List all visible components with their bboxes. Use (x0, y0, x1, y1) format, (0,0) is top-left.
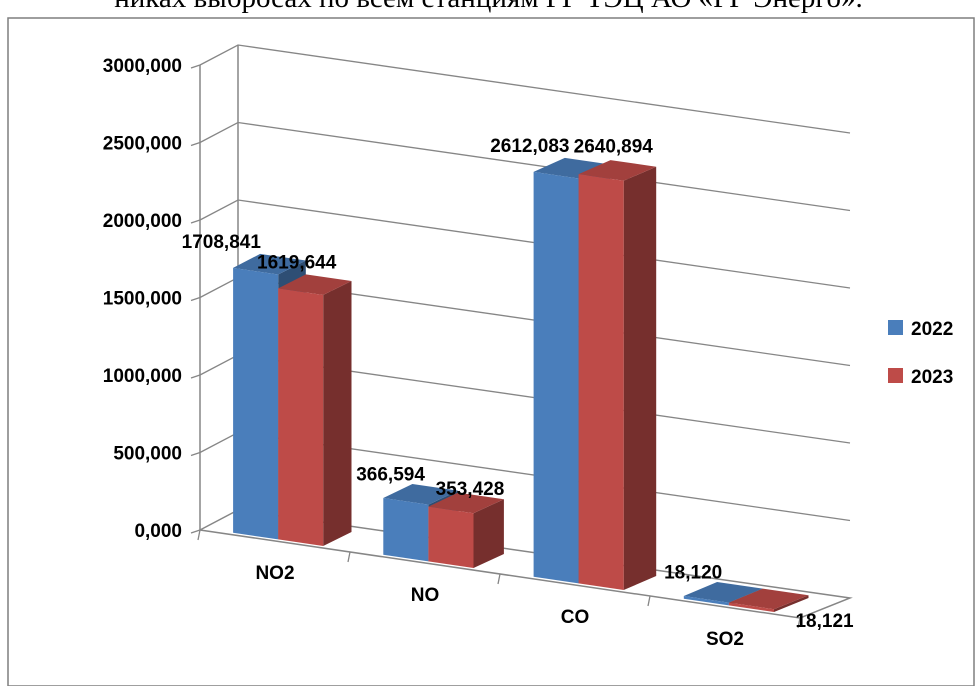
bar-SO2-2023 (728, 588, 809, 612)
bar-NO2-2023 (278, 274, 352, 546)
data-label: 1708,841 (182, 232, 262, 253)
x-category-label: CO (561, 607, 590, 628)
data-label: 18,121 (795, 611, 854, 632)
y-tick-mark (190, 529, 201, 534)
bar-front (278, 288, 324, 546)
bar-top (683, 582, 763, 603)
bar-top (278, 274, 352, 295)
bar-front (578, 174, 624, 590)
data-label: 2640,894 (574, 136, 654, 157)
bar-top (578, 160, 657, 181)
y-tick-label: 2000,000 (103, 211, 182, 232)
legend: 2022 2023 (888, 319, 953, 388)
x-tick-mark (197, 529, 201, 541)
bar-CO-2023 (578, 160, 657, 590)
page-heading: никах выбросах по всем станциям РГ ТЭЦ А… (0, 0, 977, 18)
x-axis-categories: NO2 NO CO SO2 (197, 529, 801, 650)
legend-label: 2023 (911, 367, 953, 388)
legend-swatch (888, 368, 903, 383)
chart-border (7, 17, 975, 686)
data-label: 366,594 (356, 464, 425, 485)
bar-front (383, 498, 429, 562)
x-tick-mark (797, 617, 801, 629)
y-tick-mark (190, 64, 201, 69)
bar-side (323, 281, 352, 546)
bar-top (233, 253, 306, 275)
legend-swatch (888, 320, 903, 335)
x-category-label: NO (411, 585, 440, 606)
x-category-label: SO2 (706, 629, 744, 650)
y-tick-label: 1000,000 (103, 366, 182, 387)
x-tick-mark (497, 573, 501, 585)
x-tick-mark (647, 595, 651, 607)
x-category-label: NO2 (255, 563, 294, 584)
y-axis-ticks: 0,000 500,000 1000,000 1500,000 2000,000 2500… (103, 56, 201, 542)
data-label: 18,120 (664, 562, 722, 583)
y-tick-label: 0,000 (134, 521, 182, 542)
gridline (199, 44, 851, 134)
y-tick-label: 500,000 (113, 444, 182, 465)
bar-side (774, 595, 809, 612)
bar-top (728, 588, 809, 610)
x-tick-mark (347, 551, 351, 563)
data-label: 1619,644 (257, 253, 337, 274)
y-tick-mark (190, 451, 201, 457)
y-tick-mark (190, 296, 201, 302)
bar-side (473, 499, 504, 568)
bar-front (533, 171, 579, 584)
bar-top (533, 157, 611, 179)
bar-front (728, 602, 774, 612)
y-tick-mark (190, 219, 201, 224)
data-label: 2612,083 (490, 136, 569, 157)
bar-top (428, 492, 504, 514)
bar-front (428, 506, 474, 568)
y-tick-mark (190, 141, 201, 147)
bar-NO-2023 (428, 492, 504, 568)
bars (233, 157, 809, 612)
floor-outline (199, 509, 853, 619)
bar-front (233, 267, 279, 540)
legend-label: 2022 (911, 319, 953, 340)
bar-front (683, 596, 729, 606)
bar-side (623, 166, 657, 590)
y-tick-label: 3000,000 (103, 56, 182, 77)
y-tick-label: 2500,000 (103, 134, 182, 155)
y-tick-mark (190, 374, 201, 379)
y-tick-label: 1500,000 (103, 289, 182, 310)
data-label: 353,428 (436, 479, 505, 500)
bar-top (383, 484, 459, 505)
